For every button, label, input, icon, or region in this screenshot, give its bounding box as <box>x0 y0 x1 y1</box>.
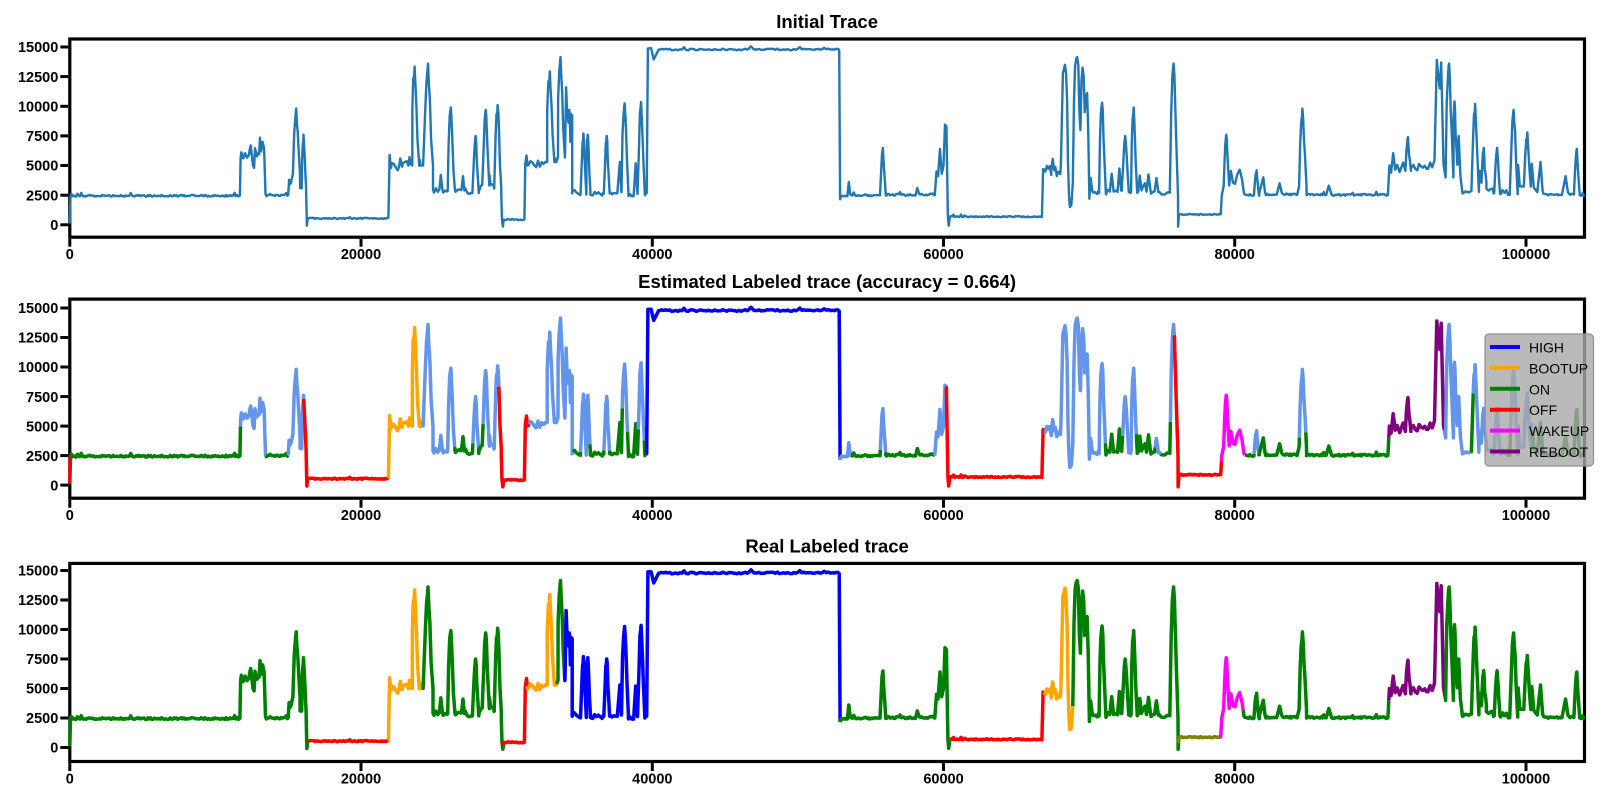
svg-text:12500: 12500 <box>18 593 58 609</box>
svg-text:20000: 20000 <box>341 508 381 524</box>
svg-text:10000: 10000 <box>18 100 58 116</box>
svg-text:15000: 15000 <box>18 301 58 317</box>
svg-text:40000: 40000 <box>632 247 672 263</box>
svg-text:Real Labeled trace: Real Labeled trace <box>745 535 909 556</box>
svg-text:REBOOT: REBOOT <box>1529 444 1589 460</box>
svg-text:20000: 20000 <box>341 247 381 263</box>
svg-text:5000: 5000 <box>26 159 58 175</box>
svg-text:2500: 2500 <box>26 449 58 465</box>
svg-text:HIGH: HIGH <box>1529 340 1564 356</box>
svg-text:0: 0 <box>50 218 58 234</box>
svg-text:OFF: OFF <box>1529 402 1557 418</box>
svg-text:Initial Trace: Initial Trace <box>776 11 878 32</box>
svg-text:40000: 40000 <box>632 772 672 788</box>
svg-text:0: 0 <box>50 741 58 757</box>
svg-text:0: 0 <box>66 247 74 263</box>
svg-text:10000: 10000 <box>18 360 58 376</box>
svg-text:80000: 80000 <box>1215 772 1255 788</box>
svg-text:5000: 5000 <box>26 682 58 698</box>
svg-text:12500: 12500 <box>18 331 58 347</box>
svg-text:20000: 20000 <box>341 772 381 788</box>
svg-text:7500: 7500 <box>26 652 58 668</box>
svg-text:Estimated Labeled trace (accur: Estimated Labeled trace (accuracy = 0.66… <box>638 271 1016 292</box>
svg-text:15000: 15000 <box>18 564 58 580</box>
svg-text:40000: 40000 <box>632 508 672 524</box>
svg-text:100000: 100000 <box>1502 508 1550 524</box>
svg-text:100000: 100000 <box>1502 247 1550 263</box>
svg-text:2500: 2500 <box>26 711 58 727</box>
svg-text:7500: 7500 <box>26 390 58 406</box>
svg-text:0: 0 <box>66 508 74 524</box>
svg-text:60000: 60000 <box>923 772 963 788</box>
svg-text:7500: 7500 <box>26 129 58 145</box>
svg-text:WAKEUP: WAKEUP <box>1529 423 1589 439</box>
svg-text:0: 0 <box>50 478 58 494</box>
svg-text:12500: 12500 <box>18 70 58 86</box>
svg-text:ON: ON <box>1529 381 1550 397</box>
svg-text:100000: 100000 <box>1502 772 1550 788</box>
svg-text:60000: 60000 <box>923 247 963 263</box>
svg-text:60000: 60000 <box>923 508 963 524</box>
svg-text:BOOTUP: BOOTUP <box>1529 360 1588 376</box>
svg-text:2500: 2500 <box>26 188 58 204</box>
svg-text:15000: 15000 <box>18 40 58 56</box>
svg-text:80000: 80000 <box>1215 508 1255 524</box>
svg-text:0: 0 <box>66 772 74 788</box>
svg-text:80000: 80000 <box>1215 247 1255 263</box>
svg-text:10000: 10000 <box>18 623 58 639</box>
svg-text:5000: 5000 <box>26 419 58 435</box>
